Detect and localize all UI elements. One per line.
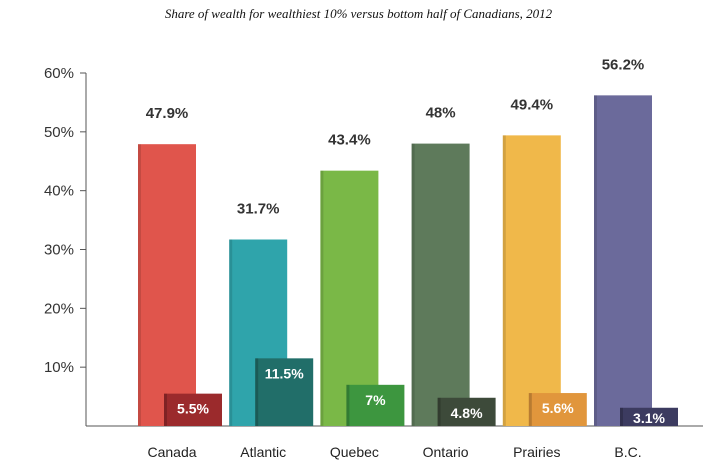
bar-edge-shade: [229, 239, 233, 426]
bar-wealthiest-10: [320, 170, 379, 426]
x-category-label: Canada: [147, 444, 196, 460]
x-category-label: Atlantic: [240, 444, 286, 460]
bar-bottom-half: [164, 393, 222, 426]
bar-wealthiest-10: [502, 135, 561, 426]
data-label-bottom-half: 5.5%: [177, 401, 209, 417]
data-label-wealthiest-10: 47.9%: [146, 105, 189, 122]
bar-edge-shade: [528, 393, 532, 426]
data-label-wealthiest-10: 56.2%: [602, 56, 645, 73]
x-category-label: B.C.: [614, 444, 641, 460]
bar-edge-shade: [346, 384, 350, 426]
data-label-bottom-half: 11.5%: [265, 365, 304, 381]
data-label-wealthiest-10: 48%: [426, 105, 456, 122]
data-label-bottom-half: 3.1%: [633, 410, 665, 426]
bar-edge-shade: [620, 407, 623, 426]
chart-title: Share of wealth for wealthiest 10% versu…: [164, 6, 553, 21]
data-label-bottom-half: 4.8%: [451, 405, 483, 421]
y-tick-label: 20%: [44, 300, 74, 317]
bar-edge-shade: [594, 95, 597, 427]
y-tick-label: 40%: [44, 183, 74, 200]
bar-edge-shade: [411, 143, 415, 426]
bar-edge-shade: [437, 397, 441, 426]
bar-edge-shade: [320, 170, 324, 426]
bar-edge-shade: [138, 144, 141, 426]
data-label-wealthiest-10: 31.7%: [237, 200, 280, 217]
y-tick-label: 60%: [44, 65, 74, 82]
x-category-label: Ontario: [423, 444, 469, 460]
bar-wealthiest-10: [594, 95, 652, 427]
y-tick-label: 10%: [44, 359, 74, 376]
bar-bottom-half: [346, 384, 405, 426]
bar-bottom-half: [255, 358, 314, 426]
bar-wealthiest-10: [411, 143, 470, 426]
bar-bottom-half: [620, 407, 678, 426]
data-label-wealthiest-10: 49.4%: [511, 96, 554, 113]
y-tick-label: 30%: [44, 242, 74, 259]
data-label-bottom-half: 5.6%: [542, 400, 574, 416]
y-tick-label: 50%: [44, 124, 74, 141]
bar-bottom-half: [528, 393, 587, 426]
bar-edge-shade: [255, 358, 259, 426]
bar-edge-shade: [164, 393, 167, 426]
bar-bottom-half: [437, 397, 496, 426]
data-label-wealthiest-10: 43.4%: [328, 132, 371, 149]
bar-wealthiest-10: [138, 144, 196, 426]
data-label-bottom-half: 7%: [365, 392, 386, 408]
bar-edge-shade: [502, 135, 506, 426]
x-category-label: Prairies: [513, 444, 560, 460]
x-category-label: Quebec: [330, 444, 379, 460]
